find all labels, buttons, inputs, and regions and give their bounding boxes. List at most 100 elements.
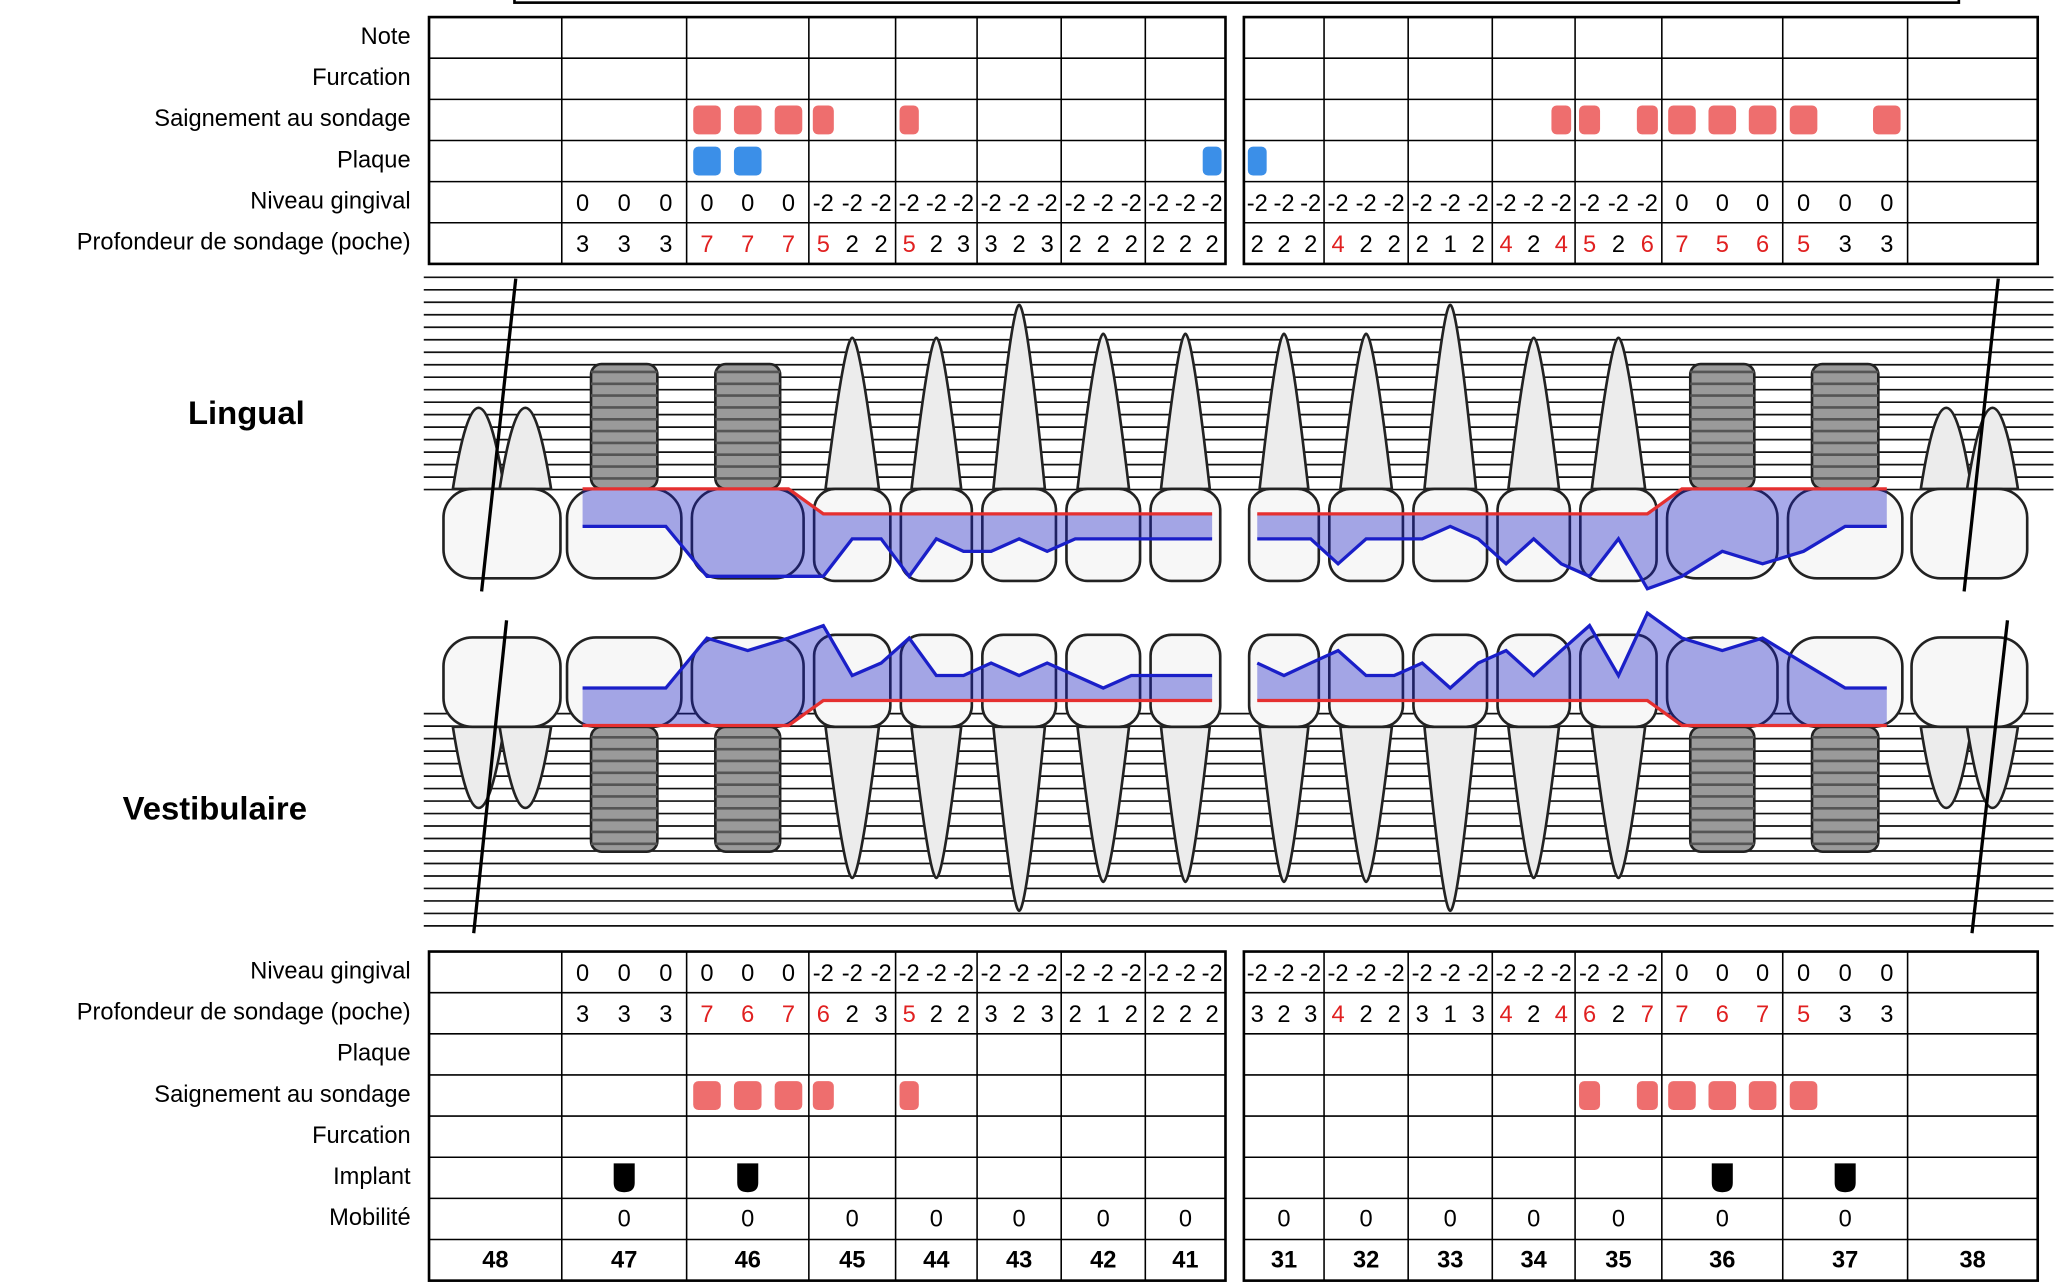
mobility-value: 0 (1444, 1206, 1457, 1232)
bleeding-mark (693, 1081, 721, 1110)
depth-value: 3 (1472, 1002, 1485, 1028)
root (1590, 725, 1647, 880)
gingival-value: -2 (1412, 961, 1433, 987)
gingival-value: -2 (1384, 961, 1405, 987)
bleeding-mark (899, 105, 919, 135)
depth-value: 1 (1444, 1002, 1457, 1028)
root (451, 725, 506, 810)
bleeding-mark (1708, 105, 1737, 135)
top-bar (513, 0, 1961, 4)
depth-value: 2 (1097, 232, 1110, 258)
depth-value: 2 (1527, 232, 1540, 258)
root (1506, 336, 1561, 491)
gingival-value: -2 (926, 191, 947, 217)
gingival-value: 0 (1880, 961, 1893, 987)
root (1423, 725, 1478, 913)
tooth-number: 31 (1271, 1248, 1297, 1274)
depth-value: 3 (985, 232, 998, 258)
crown (1496, 487, 1572, 583)
depth-value: 2 (1388, 232, 1401, 258)
bleeding-mark (1636, 105, 1658, 135)
depth-value: 2 (875, 232, 888, 258)
gingival-value: 0 (741, 961, 754, 987)
bleeding-mark (1708, 1081, 1737, 1110)
tooth-number: 42 (1090, 1248, 1116, 1274)
gingival-value: -2 (1202, 191, 1223, 217)
mobility-value: 0 (618, 1206, 631, 1232)
depth-value: 4 (1555, 232, 1568, 258)
gingival-value: -2 (1175, 961, 1196, 987)
root (1919, 406, 1974, 491)
depth-value: 2 (1013, 1002, 1026, 1028)
root (991, 303, 1047, 491)
gingival-value: 0 (1756, 191, 1769, 217)
mobility-value: 0 (1839, 1206, 1852, 1232)
root (1590, 336, 1647, 491)
bleeding-mark (1872, 105, 1901, 135)
depth-value: 2 (1360, 1002, 1373, 1028)
depth-value: 2 (1069, 232, 1082, 258)
depth-value: 3 (1416, 1002, 1429, 1028)
depth-value: 2 (846, 232, 859, 258)
gingival-value: -2 (1202, 961, 1223, 987)
depth-value: 2 (1472, 232, 1485, 258)
mobility-value: 0 (1527, 1206, 1540, 1232)
depth-value: 3 (576, 1002, 589, 1028)
gingival-value: 0 (1839, 191, 1852, 217)
implant-icon (1834, 1163, 1856, 1193)
gingival-value: -2 (871, 961, 892, 987)
tooth-number: 36 (1709, 1248, 1735, 1274)
bleeding-mark (1789, 105, 1818, 135)
depth-value: 6 (1641, 232, 1654, 258)
gingival-value: -2 (926, 961, 947, 987)
gingival-value: -2 (1247, 961, 1268, 987)
gingival-value: 0 (576, 191, 589, 217)
plaque-mark (733, 146, 762, 176)
depth-value: 2 (1179, 232, 1192, 258)
crown (1149, 487, 1222, 583)
tooth-number: 32 (1353, 1248, 1379, 1274)
gingival-value: 0 (1675, 961, 1688, 987)
gingival-value: 0 (1675, 191, 1688, 217)
gingival-value: -2 (1328, 961, 1349, 987)
gingival-value: -2 (1148, 961, 1169, 987)
tooth-number: 43 (1006, 1248, 1032, 1274)
gingival-value: -2 (1065, 191, 1086, 217)
gingival-value: 0 (618, 961, 631, 987)
tooth-number: 37 (1832, 1248, 1858, 1274)
depth-value: 2 (1125, 232, 1138, 258)
pocket-line (1257, 524, 1887, 591)
tooth-number: 46 (735, 1248, 761, 1274)
gingival-value: -2 (813, 191, 834, 217)
side-label: Vestibulaire (123, 790, 307, 827)
tooth-number: 41 (1172, 1248, 1198, 1274)
depth-value: 7 (1756, 1002, 1769, 1028)
depth-value: 5 (903, 232, 916, 258)
teeth (442, 278, 2029, 934)
gingival-value: 0 (782, 961, 795, 987)
gingival-value: -2 (1468, 961, 1489, 987)
missing-mark (472, 620, 509, 934)
gingival-value: 0 (659, 191, 672, 217)
depth-value: 3 (1041, 232, 1054, 258)
depth-value: 3 (1251, 1002, 1264, 1028)
depth-value: 7 (1641, 1002, 1654, 1028)
row-label: Niveau gingival (250, 958, 410, 984)
gingival-value: 0 (1716, 961, 1729, 987)
root (1338, 332, 1394, 491)
depth-value: 5 (1797, 1002, 1810, 1028)
gingival-value: -2 (842, 961, 863, 987)
gingival-value: -2 (1356, 191, 1377, 217)
crown (981, 633, 1058, 729)
crown (1149, 633, 1222, 729)
root (1338, 725, 1394, 884)
depth-value: 2 (930, 1002, 943, 1028)
depth-value: 7 (741, 232, 754, 258)
root (910, 725, 963, 880)
depth-value: 2 (846, 1002, 859, 1028)
bleeding-mark (733, 105, 762, 135)
root (824, 725, 881, 880)
gingival-value: 0 (700, 191, 713, 217)
gingival-value: 0 (659, 961, 672, 987)
